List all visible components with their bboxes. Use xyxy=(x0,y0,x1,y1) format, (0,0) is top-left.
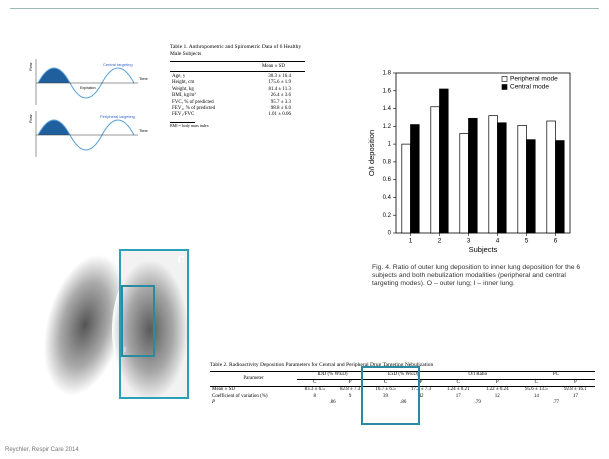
table-title: Table 1. Anthropometric and Spirometric … xyxy=(170,44,305,58)
table-1: Table 1. Anthropometric and Spirometric … xyxy=(170,44,305,128)
phase-label: Expiration xyxy=(80,86,96,90)
cell: P xyxy=(556,379,595,387)
cell: FEV₁/FVC xyxy=(170,112,244,118)
bar xyxy=(440,89,449,233)
bar xyxy=(547,121,556,233)
bar xyxy=(489,116,498,233)
y-tick-label: 0.8 xyxy=(383,159,392,165)
wave-top: Flow Central targeting Inspiration Expir… xyxy=(28,59,148,105)
cell: .79 xyxy=(439,400,517,407)
legend-swatch xyxy=(502,77,507,82)
region-label: O xyxy=(178,254,185,264)
x-tick-label: 5 xyxy=(525,238,529,245)
cell: O/I Ratio xyxy=(439,372,517,380)
mode-label: Central targeting xyxy=(103,62,133,67)
chart: 00.20.40.60.811.21.41.61.8123456Subjects… xyxy=(358,55,598,340)
flow-label: Flow xyxy=(28,114,33,123)
table-header: Mean ± SD xyxy=(170,61,305,72)
bar xyxy=(411,125,420,233)
phase-label: Inspiration xyxy=(44,85,60,89)
cell: 83.3 ± 6.5 xyxy=(297,387,332,394)
waveform-diagram: Flow Central targeting Inspiration Expir… xyxy=(28,55,163,165)
x-tick-label: 3 xyxy=(467,238,471,245)
flow-label: Flow xyxy=(28,62,33,71)
y-tick-label: 1.2 xyxy=(383,124,392,130)
x-tick-label: 6 xyxy=(554,238,558,245)
footnote: BMI = body mass index xyxy=(170,123,305,128)
legend-label: Central mode xyxy=(510,84,549,91)
cell: C xyxy=(439,379,478,387)
y-tick-label: 0.4 xyxy=(383,195,392,201)
cell: 1.01 ± 0.06 xyxy=(244,112,305,118)
cell: P xyxy=(210,400,297,407)
y-axis-label: O/I deposition xyxy=(367,130,376,176)
cell: .86 xyxy=(297,400,368,407)
mode-label: Peripheral targeting xyxy=(100,114,135,119)
cell: IDD (% WED) xyxy=(297,372,368,380)
y-tick-label: 1.4 xyxy=(383,106,392,112)
x-axis-label: Subjects xyxy=(469,245,498,254)
slide: Flow Central targeting Inspiration Expir… xyxy=(0,0,609,459)
bar xyxy=(518,125,527,233)
cell: 95.6 ± 13.5 xyxy=(517,387,556,394)
region-label: I xyxy=(124,347,126,354)
cell: C xyxy=(517,379,556,387)
legend-swatch xyxy=(502,85,507,90)
bar xyxy=(527,140,536,233)
wave-bottom: Flow Peripheral targeting Time xyxy=(28,111,148,157)
cell: 92.8 ± 16.1 xyxy=(556,387,595,394)
y-tick-label: 1.6 xyxy=(383,88,392,94)
cell: 1.24 ± 0.21 xyxy=(439,387,478,394)
x-tick-label: 4 xyxy=(496,238,500,245)
cell: .77 xyxy=(517,400,595,407)
cell: Parameter xyxy=(210,372,297,387)
cell: Mean ± SD xyxy=(210,387,297,394)
top-rule xyxy=(10,8,599,9)
bar xyxy=(431,107,440,233)
y-tick-label: 0.2 xyxy=(383,213,392,219)
cell: P xyxy=(478,379,517,387)
y-tick-label: 0.6 xyxy=(383,177,392,183)
y-tick-label: 1.8 xyxy=(383,71,392,77)
table-row: FEV₁/FVC1.01 ± 0.06 xyxy=(170,112,305,118)
cell: C xyxy=(297,379,332,387)
scan-image: O I xyxy=(30,240,195,405)
time-label: Time xyxy=(139,128,149,133)
x-tick-label: 2 xyxy=(438,238,442,245)
highlight-box xyxy=(361,366,420,425)
legend-label: Peripheral mode xyxy=(510,76,558,83)
bar xyxy=(402,144,411,233)
bar xyxy=(556,141,565,233)
cell: 1.22 ± 0.24 xyxy=(478,387,517,394)
bar xyxy=(460,133,469,233)
bar xyxy=(469,118,478,233)
footer: Reychler, Respir Care 2014 xyxy=(5,447,79,453)
bar xyxy=(498,123,507,233)
time-label: Time xyxy=(139,76,149,81)
cell: PC xyxy=(517,372,595,380)
x-tick-label: 1 xyxy=(409,238,413,245)
figure-caption: Fig. 4. Ratio of outer lung deposition t… xyxy=(372,264,592,288)
